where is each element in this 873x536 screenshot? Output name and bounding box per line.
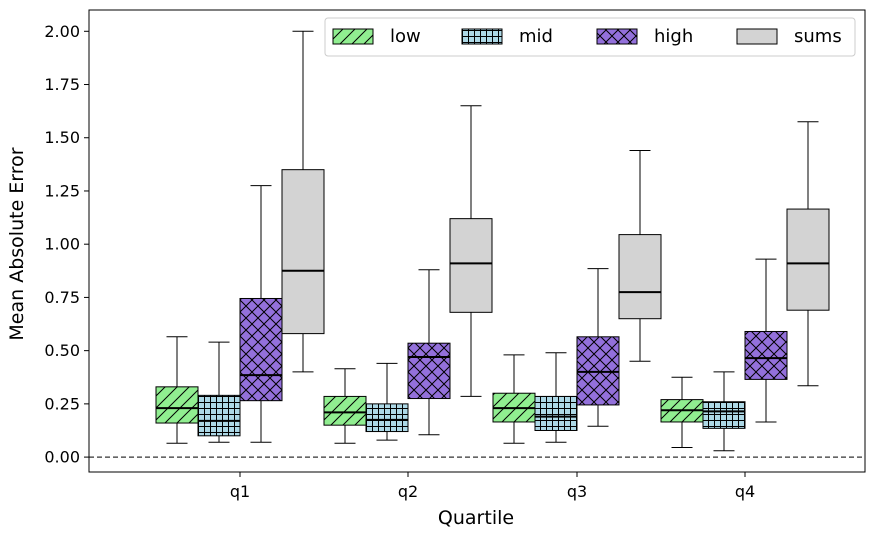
y-tick-label: 1.00	[44, 235, 80, 254]
box-hatch	[703, 401, 745, 429]
legend-box	[324, 17, 856, 57]
box-low-q2	[323, 368, 367, 444]
box-sums-q2	[449, 105, 493, 397]
box-outline	[534, 395, 578, 431]
box-high-q2	[407, 269, 451, 436]
box-fill	[450, 218, 492, 313]
legend-label-sums: sums	[794, 26, 842, 47]
plot-area	[88, 9, 866, 473]
box-hatch	[156, 386, 198, 424]
box-sums-q4	[786, 121, 830, 387]
y-tick-label: 0.25	[44, 394, 80, 413]
y-tick-label: 1.25	[44, 181, 80, 200]
x-tick-label-q3: q3	[567, 482, 587, 501]
box-high-q1	[239, 185, 283, 443]
box-fill	[619, 234, 661, 319]
box-outline	[618, 234, 662, 320]
box-low-q4	[660, 376, 704, 449]
legend-entry-sums: sums	[736, 26, 842, 47]
box-mid-q3	[534, 352, 578, 443]
box-sums-q3	[618, 150, 662, 362]
y-axis: 0.00 0.25 0.50 0.75 1.00 1.25 1.50 1.75 2.00	[44, 22, 89, 467]
box-hatch	[366, 403, 408, 432]
y-tick-label: 2.00	[44, 22, 80, 41]
box-outline	[744, 330, 788, 380]
box-hatch	[198, 395, 240, 436]
legend-swatch-hatch	[597, 29, 637, 44]
y-tick-label: 1.50	[44, 128, 80, 147]
box-high-q4	[744, 258, 788, 423]
x-tick-label-q1: q1	[230, 482, 250, 501]
box-outline	[365, 403, 409, 433]
y-axis-label: Mean Absolute Error	[6, 147, 28, 340]
box-outline	[786, 208, 830, 311]
legend-swatch-hatch	[462, 29, 502, 44]
box-fill	[282, 169, 324, 334]
box-mid-q1	[197, 341, 241, 443]
legend-label-mid: mid	[519, 26, 553, 47]
box-hatch	[535, 396, 577, 431]
box-hatch	[324, 396, 366, 426]
box-mid-q4	[702, 371, 746, 452]
box-outline	[281, 169, 325, 335]
y-tick-label: 0.50	[44, 341, 80, 360]
box-outline	[449, 218, 493, 313]
legend: low mid high sums	[324, 17, 856, 57]
legend-label-low: low	[390, 26, 421, 47]
legend-swatch-fill	[737, 29, 777, 44]
legend-entry-low: low	[332, 26, 421, 47]
box-outline	[702, 401, 746, 429]
legend-swatch-outline	[596, 28, 638, 45]
y-tick-label: 0.75	[44, 288, 80, 307]
x-tick-label-q4: q4	[735, 482, 755, 501]
box-hatch	[577, 336, 619, 405]
x-tick-label-q2: q2	[398, 482, 418, 501]
box-hatch	[408, 343, 450, 399]
box-fill	[787, 209, 829, 311]
box-outline	[239, 297, 283, 402]
box-outline	[407, 342, 451, 400]
legend-entry-mid: mid	[461, 26, 553, 47]
box-hatch	[745, 331, 787, 380]
x-axis: q1 q2 q3 q4	[230, 472, 755, 501]
box-outline	[197, 394, 241, 437]
y-tick-label: 0.00	[44, 448, 80, 467]
box-hatch	[240, 298, 282, 401]
legend-swatch-outline	[736, 28, 778, 45]
box-low-q1	[155, 336, 199, 444]
box-low-q3	[492, 354, 536, 444]
box-sums-q1	[281, 30, 325, 373]
legend-swatch-hatch	[333, 29, 373, 44]
y-tick-label: 1.75	[44, 75, 80, 94]
legend-swatch-outline	[332, 28, 374, 45]
legend-entry-high: high	[596, 26, 693, 47]
plot-frame	[88, 9, 866, 473]
box-mid-q2	[365, 362, 409, 441]
box-outline	[576, 336, 620, 406]
legend-swatch-outline	[461, 28, 503, 45]
x-axis-label: Quartile	[438, 507, 514, 529]
box-high-q3	[576, 268, 620, 427]
legend-label-high: high	[654, 26, 693, 47]
